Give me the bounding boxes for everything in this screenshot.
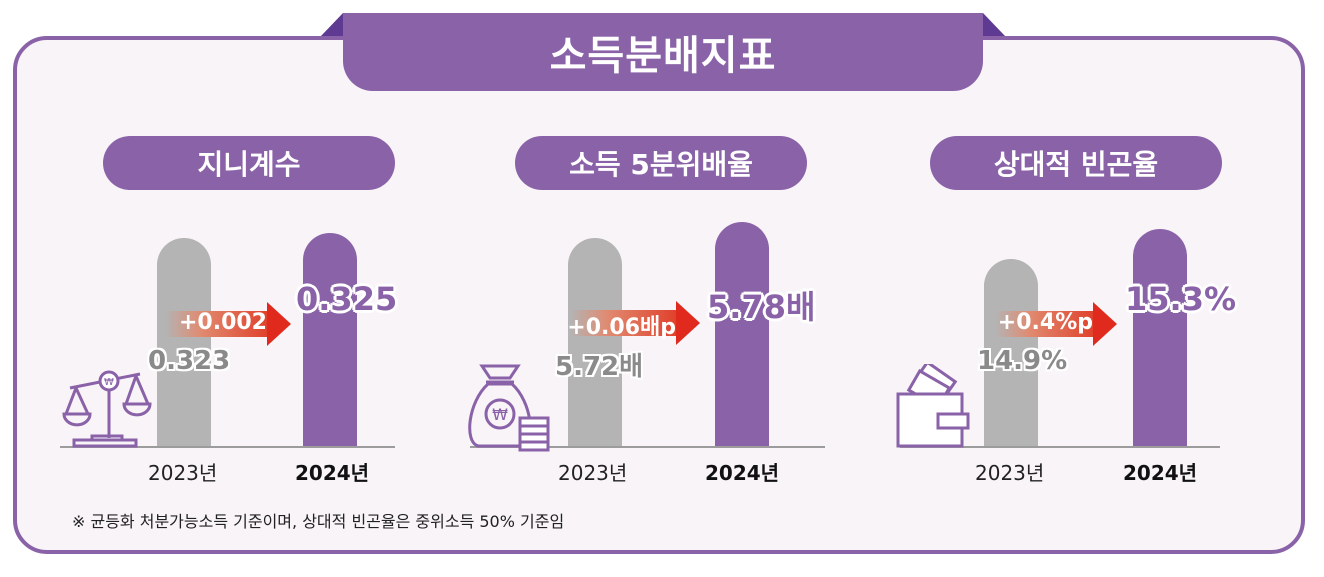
page-title: 소득분배지표 xyxy=(343,13,983,91)
scale-icon: ₩ xyxy=(62,370,152,448)
panel-gini: 지니계수 +0.002 0.323 0.325 2023년 2024년 ₩ xyxy=(0,0,420,577)
wallet-icon xyxy=(896,364,970,448)
change-arrow: +0.002 xyxy=(165,302,291,346)
year-2023: 2023년 xyxy=(558,461,628,485)
banner-fold-right xyxy=(983,13,1005,36)
bar-2023 xyxy=(157,238,211,446)
value-2024: 0.325 xyxy=(296,280,398,318)
year-2024: 2024년 xyxy=(295,461,370,485)
panel-relative-poverty: 상대적 빈곤율 +0.4%p 14.9% 15.3% 2023년 2024년 xyxy=(840,0,1260,577)
footnote: ※ 균등화 처분가능소득 기준이며, 상대적 빈곤율은 중위소득 50% 기준임 xyxy=(72,512,565,531)
bar-2023 xyxy=(568,238,622,446)
money-bag-icon: ₩ xyxy=(468,364,550,452)
svg-text:₩: ₩ xyxy=(104,377,114,388)
value-2023: 5.72배 xyxy=(555,352,644,382)
value-2023: 14.9% xyxy=(977,346,1068,376)
value-2024: 15.3% xyxy=(1125,280,1237,318)
change-arrow: +0.06배p xyxy=(567,301,700,345)
bar-2024 xyxy=(303,233,357,446)
value-2024: 5.78배 xyxy=(707,288,816,326)
panel-title: 소득 5분위배율 xyxy=(515,136,807,190)
bar-2024 xyxy=(1133,229,1187,446)
panel-quintile-ratio: 소득 5분위배율 +0.06배p 5.72배 5.78배 2023년 2024년… xyxy=(420,0,840,577)
year-2023: 2023년 xyxy=(975,461,1045,485)
svg-text:₩: ₩ xyxy=(492,405,508,424)
panel-title: 상대적 빈곤율 xyxy=(930,136,1222,190)
value-2023: 0.323 xyxy=(148,346,231,376)
change-label: +0.002 xyxy=(178,310,267,335)
change-label: +0.4%p xyxy=(997,310,1093,335)
year-2024: 2024년 xyxy=(705,461,780,485)
axis-baseline xyxy=(60,446,395,448)
panel-title: 지니계수 xyxy=(103,136,395,190)
axis-baseline xyxy=(900,446,1220,448)
change-arrow: +0.4%p xyxy=(995,302,1117,346)
banner-fold-left xyxy=(321,13,343,36)
title-banner: 소득분배지표 xyxy=(321,13,1005,91)
infographic-frame xyxy=(13,36,1305,554)
bar-2024 xyxy=(715,222,769,446)
bar-2023 xyxy=(984,259,1038,446)
axis-baseline xyxy=(470,446,825,448)
year-2024: 2024년 xyxy=(1123,461,1198,485)
year-2023: 2023년 xyxy=(148,461,218,485)
change-label: +0.06배p xyxy=(567,315,676,340)
